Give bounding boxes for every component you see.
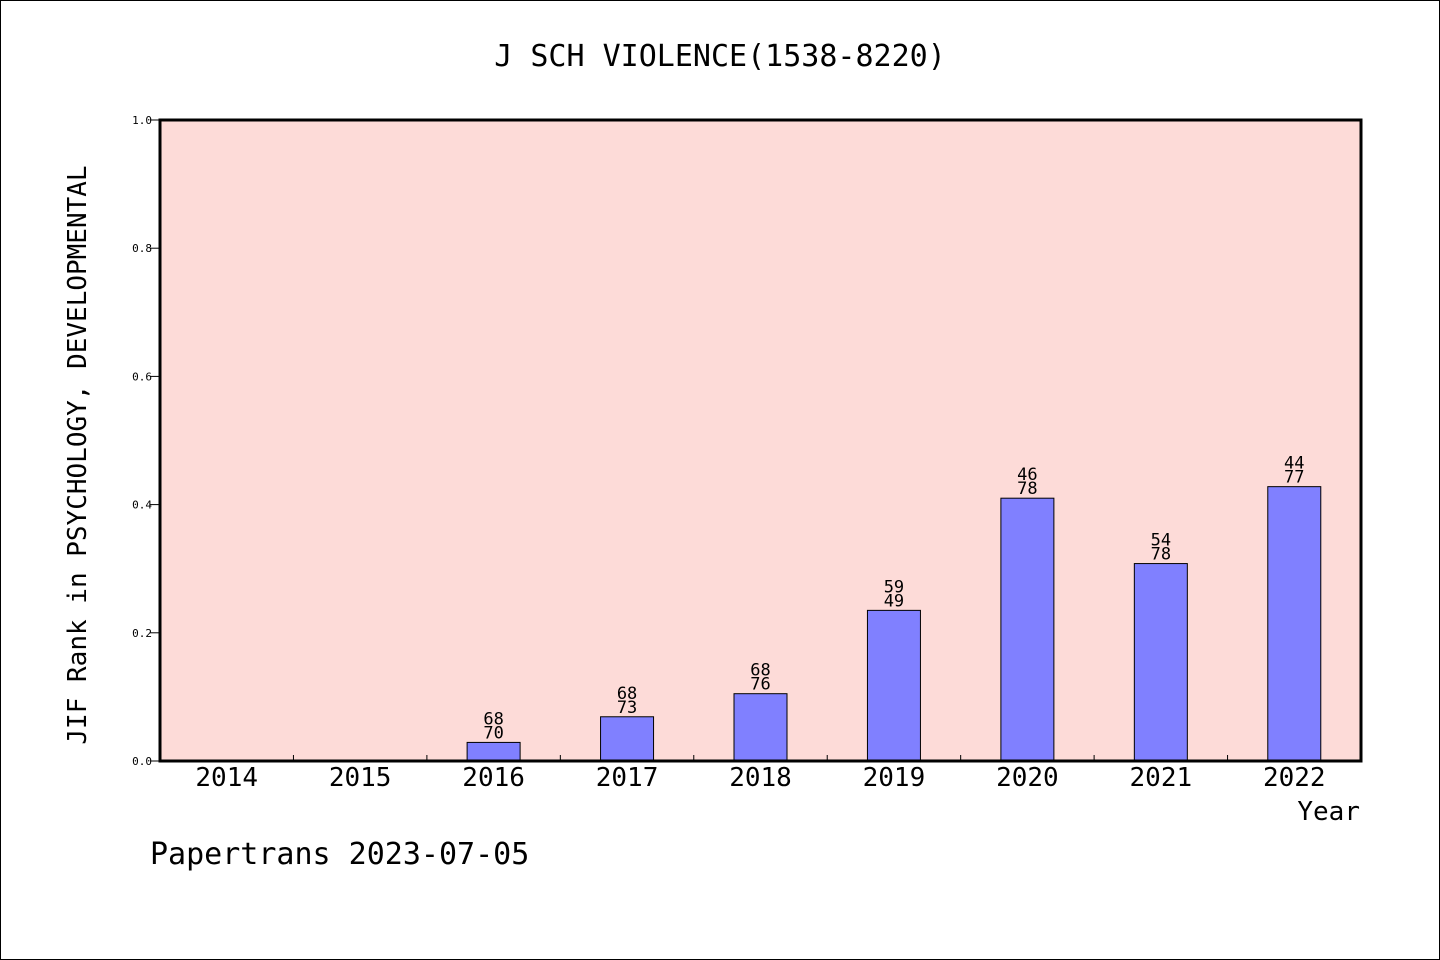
bar-label-bottom: 49 <box>884 591 904 611</box>
x-tick-label: 2014 <box>195 763 258 793</box>
bar-label-bottom: 78 <box>1151 545 1171 565</box>
y-axis-label: JIF Rank in PSYCHOLOGY, DEVELOPMENTAL <box>63 165 93 744</box>
bar-2020 <box>1000 497 1055 762</box>
x-tick-label: 2017 <box>596 763 659 793</box>
bar-2019 <box>866 609 921 762</box>
bar-2022 <box>1267 486 1322 762</box>
plot-frame <box>158 118 1363 763</box>
x-axis-label: Year <box>1297 797 1360 827</box>
bar-label-top: 54 <box>1151 531 1171 551</box>
x-tick-label: 2022 <box>1263 763 1326 793</box>
bar-label-bottom: 76 <box>750 675 770 695</box>
footer-credit: Papertrans 2023-07-05 <box>150 837 529 872</box>
y-tick-label: 1.0 <box>132 114 152 127</box>
bar-label-top: 46 <box>1017 465 1037 485</box>
x-tick-label: 2016 <box>462 763 525 793</box>
x-tick-label: 2018 <box>729 763 792 793</box>
y-tick-label: 0.6 <box>132 370 152 383</box>
bar-label-bottom: 77 <box>1284 468 1304 488</box>
x-tick-label: 2015 <box>329 763 392 793</box>
bar-label-top: 68 <box>750 661 770 681</box>
bar-2018 <box>733 693 788 762</box>
bar-label-top: 59 <box>884 577 904 597</box>
y-tick-label: 0.8 <box>132 242 152 255</box>
bar-label-top: 68 <box>483 709 503 729</box>
bar-2017 <box>600 716 655 762</box>
bar-label-top: 68 <box>617 684 637 704</box>
y-tick-label: 0.2 <box>132 627 152 640</box>
bar-2016 <box>466 741 521 762</box>
bar-label-top: 44 <box>1284 454 1304 474</box>
bar-label-bottom: 73 <box>617 698 637 718</box>
x-tick-label: 2019 <box>863 763 926 793</box>
bar-label-bottom: 78 <box>1017 479 1037 499</box>
x-tick-label: 2021 <box>1130 763 1193 793</box>
chart-title: J SCH VIOLENCE(1538-8220) <box>494 39 946 74</box>
bar-label-bottom: 70 <box>483 723 503 743</box>
bars-group <box>466 486 1322 762</box>
bar-2021 <box>1133 563 1188 762</box>
x-tick-label: 2020 <box>996 763 1059 793</box>
x-axis-ticks: 2014 2015 2016 2017 2018 2019 2020 2021 2022 <box>195 755 1326 793</box>
y-axis-ticks: 0.0 0.2 0.4 0.6 0.8 1.0 <box>132 114 160 768</box>
y-tick-label: 0.0 <box>132 755 152 768</box>
y-tick-label: 0.4 <box>132 499 152 512</box>
